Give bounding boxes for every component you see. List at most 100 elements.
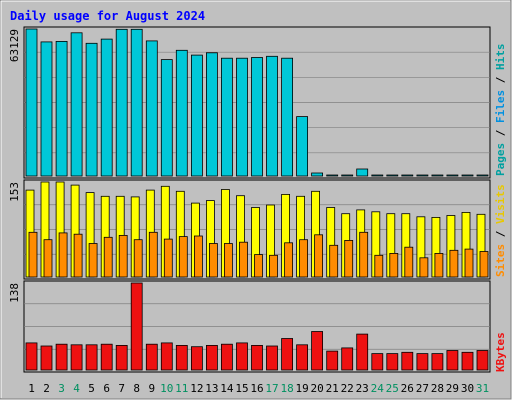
legend-kbytes-panel: KBytes xyxy=(494,332,507,372)
sites-bar-day-9 xyxy=(148,231,158,278)
hits-bar-day-18 xyxy=(281,57,294,177)
x-label-day-19: 19 xyxy=(295,382,308,395)
sites-bar-day-25 xyxy=(389,252,399,278)
hits-bar-day-14 xyxy=(220,57,233,177)
sites-bar-day-24 xyxy=(374,254,384,278)
kbytes-bar-day-1 xyxy=(25,342,38,371)
sites-bar-day-10 xyxy=(163,238,173,278)
x-label-day-15: 15 xyxy=(235,382,248,395)
legend-sites: Sites xyxy=(494,244,507,277)
hits-bar-day-17 xyxy=(266,55,278,177)
hits-bar-day-13 xyxy=(205,52,218,177)
kbytes-bar-day-17 xyxy=(266,345,278,371)
hits-bar-day-26 xyxy=(401,174,414,177)
sites-bar-day-21 xyxy=(329,244,339,278)
sites-bar-day-14 xyxy=(223,243,233,278)
x-label-day-5: 5 xyxy=(88,382,95,395)
kbytes-panel xyxy=(23,280,491,373)
legend-hits: Hits xyxy=(494,44,507,71)
hits-bar-day-19 xyxy=(296,116,309,177)
kbytes-bar-day-13 xyxy=(205,344,218,371)
x-label-day-6: 6 xyxy=(103,382,110,395)
chart-title: Daily usage for August 2024 xyxy=(10,9,205,23)
hits-panel xyxy=(23,26,491,179)
legend-visits-text: Sites / Visits xyxy=(494,184,507,277)
kbytes-bar-day-23 xyxy=(356,333,369,371)
sites-bar-day-26 xyxy=(404,246,414,278)
visits-max-label: 153 xyxy=(8,182,21,202)
kbytes-bar-day-4 xyxy=(70,344,83,371)
hits-bar-day-6 xyxy=(100,38,113,177)
sites-bar-day-19 xyxy=(299,239,309,278)
legend-visits-panel: Sites / Visits xyxy=(494,184,507,277)
x-label-day-28: 28 xyxy=(431,382,444,395)
sites-bar-day-18 xyxy=(284,242,294,278)
kbytes-bar-day-26 xyxy=(401,351,414,371)
x-label-day-20: 20 xyxy=(310,382,323,395)
kbytes-bar-day-22 xyxy=(341,347,354,371)
x-label-day-18: 18 xyxy=(280,382,293,395)
kbytes-bar-day-31 xyxy=(476,350,489,371)
y-axis-max-labels: 63129 153 138 xyxy=(8,29,21,303)
legend-kbytes: KBytes xyxy=(494,332,507,372)
hits-bar-day-11 xyxy=(175,49,188,177)
sites-bar-day-30 xyxy=(464,248,474,278)
sites-bar-day-27 xyxy=(419,257,429,278)
kbytes-bar-day-11 xyxy=(175,344,188,371)
kbytes-bar-day-20 xyxy=(311,331,324,371)
x-axis-day-labels: 1 2 3 4 5 6 7 8 9 10 11 12 13 14 15 16 17 18 19 20 21 22 23 24 2… xyxy=(28,382,489,395)
x-label-day-14: 14 xyxy=(220,382,234,395)
kbytes-bar-day-3 xyxy=(55,343,68,371)
hits-bar-day-12 xyxy=(190,54,203,177)
kbytes-bar-day-7 xyxy=(115,344,128,371)
sites-bar-day-29 xyxy=(449,249,459,278)
legend-files: Files xyxy=(494,90,507,123)
sites-bar-day-6 xyxy=(103,236,113,278)
sites-bar-day-15 xyxy=(239,241,248,278)
x-label-day-27: 27 xyxy=(416,382,429,395)
x-label-day-9: 9 xyxy=(148,382,155,395)
sites-bar-day-5 xyxy=(88,243,98,278)
legend-sep-2: / xyxy=(494,76,507,83)
sites-bar-day-23 xyxy=(359,231,369,278)
x-label-day-16: 16 xyxy=(250,382,263,395)
x-label-day-10: 10 xyxy=(160,382,173,395)
kbytes-bar-day-19 xyxy=(296,344,309,371)
kbytes-bar-day-25 xyxy=(386,353,399,371)
sites-bar-day-11 xyxy=(178,236,188,278)
hits-bar-day-10 xyxy=(160,59,173,177)
hits-bar-day-2 xyxy=(40,41,53,177)
kbytes-bar-day-21 xyxy=(326,350,339,371)
x-label-day-8: 8 xyxy=(133,382,140,395)
x-label-day-21: 21 xyxy=(326,382,339,395)
x-label-day-7: 7 xyxy=(118,382,125,395)
hits-bar-day-30 xyxy=(461,174,474,177)
sites-bar-day-31 xyxy=(479,251,489,278)
x-label-day-25: 25 xyxy=(386,382,399,395)
x-label-day-24: 24 xyxy=(371,382,385,395)
x-label-day-29: 29 xyxy=(446,382,459,395)
hits-bar-day-1 xyxy=(25,28,38,177)
kbytes-bar-day-12 xyxy=(190,346,203,371)
sites-bar-day-3 xyxy=(58,232,68,278)
hits-bar-day-5 xyxy=(85,42,98,177)
x-label-day-31: 31 xyxy=(476,382,489,395)
hits-bar-day-16 xyxy=(251,57,263,177)
x-label-day-26: 26 xyxy=(401,382,414,395)
kbytes-bar-day-30 xyxy=(461,351,474,371)
kbytes-bar-day-27 xyxy=(416,353,429,371)
sites-bar-day-12 xyxy=(193,235,203,278)
x-label-day-23: 23 xyxy=(356,382,369,395)
sites-bar-day-16 xyxy=(254,254,263,278)
kbytes-bar-day-5 xyxy=(85,344,98,371)
legend-hits-panel: Pages / Files / Hits xyxy=(494,44,507,177)
legend-visits: Visits xyxy=(494,184,507,224)
kbytes-bar-day-28 xyxy=(431,353,444,371)
x-label-day-30: 30 xyxy=(461,382,474,395)
hits-bar-day-7 xyxy=(115,28,128,177)
hits-bar-day-27 xyxy=(416,174,429,177)
hits-bar-day-21 xyxy=(326,174,339,177)
hits-bar-day-24 xyxy=(371,174,384,177)
kbytes-bar-day-16 xyxy=(251,344,263,371)
